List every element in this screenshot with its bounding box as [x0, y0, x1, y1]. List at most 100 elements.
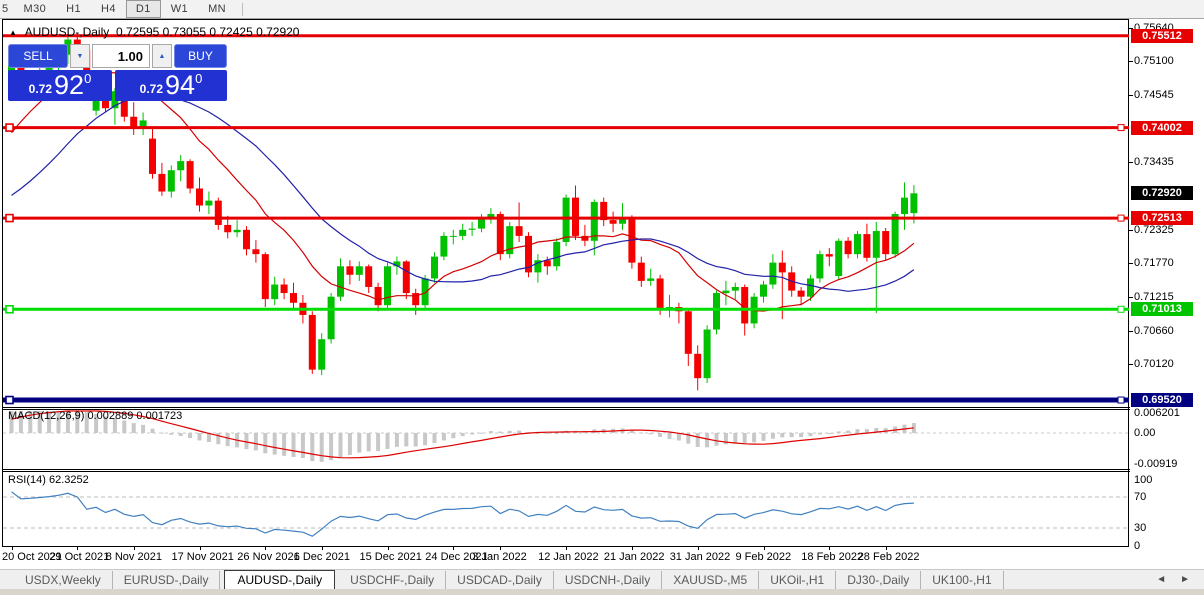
- date-tick-mark: [763, 547, 765, 550]
- timeframe-button-h4[interactable]: H4: [101, 3, 116, 15]
- date-label: 6 Dec 2021: [293, 551, 350, 563]
- buy-button[interactable]: BUY: [174, 44, 227, 68]
- tab-eurusd-daily[interactable]: EURUSD-,Daily: [113, 570, 221, 589]
- timeframe-button-mn[interactable]: MN: [208, 3, 226, 15]
- macd-label: MACD(12,26,9) 0.002889 0.001723: [8, 410, 183, 422]
- hline-handle[interactable]: [1117, 124, 1125, 132]
- price-badge-0.72513: 0.72513: [1131, 211, 1193, 226]
- date-label: 9 Feb 2022: [735, 551, 792, 563]
- sell-price-box[interactable]: 0.72 92 0: [8, 70, 112, 101]
- date-tick-mark: [199, 547, 201, 550]
- axis-tick-mark: [1129, 296, 1133, 298]
- axis-tick-mark: [1129, 28, 1133, 29]
- volume-decrease-button[interactable]: ▼: [70, 44, 90, 68]
- rsi-label: RSI(14) 62.3252: [8, 474, 89, 486]
- sell-price-big: 92: [54, 70, 85, 100]
- symbol-tab-bar: USDX,Weekly EURUSD-,Daily AUDUSD-,Daily USD…: [0, 569, 1204, 590]
- date-tick-mark: [321, 547, 323, 550]
- price-badge-0.74002: 0.74002: [1131, 120, 1193, 135]
- axis-tick-mark: [1129, 60, 1133, 62]
- date-label: 26 Nov 2021: [237, 551, 300, 563]
- tab-usdcnh-daily[interactable]: USDCNH-,Daily: [554, 570, 663, 589]
- rsi-pane[interactable]: [3, 472, 1129, 547]
- tab-usdchf-daily[interactable]: USDCHF-,Daily: [339, 570, 447, 589]
- date-tick-mark: [387, 547, 389, 550]
- price-tick-label: 0.75100: [1134, 54, 1174, 67]
- date-label: 18 Feb 2022: [801, 551, 864, 563]
- date-label: 31 Jan 2022: [669, 551, 731, 563]
- date-tick-mark: [500, 547, 502, 550]
- date-tick-mark: [11, 547, 13, 550]
- hline-handle[interactable]: [5, 395, 14, 405]
- timeframe-button-5[interactable]: 5: [2, 3, 9, 15]
- macd-pane[interactable]: [3, 410, 1129, 469]
- pane-divider[interactable]: [2, 471, 1130, 472]
- date-tick-mark: [265, 547, 267, 550]
- rsi-axis-label: 30: [1134, 522, 1147, 534]
- tab-xauusd-m5[interactable]: XAUUSD-,M5: [662, 570, 760, 589]
- pane-divider[interactable]: [2, 407, 1130, 408]
- hline-handle[interactable]: [5, 304, 14, 314]
- axis-tick-mark: [1129, 263, 1133, 265]
- hline-handle[interactable]: [1117, 396, 1125, 404]
- hline-handle[interactable]: [5, 123, 14, 132]
- date-label: 29 Oct 2021: [49, 551, 110, 563]
- rsi-axis-label: 0: [1134, 540, 1141, 552]
- date-label: 15 Dec 2021: [359, 551, 422, 563]
- date-label: 8 Nov 2021: [105, 551, 162, 563]
- toolbar-separator: [242, 2, 243, 16]
- date-tick-mark: [829, 547, 831, 550]
- date-label: 20 Oct 2021: [2, 551, 62, 563]
- scroll-right-icon[interactable]: ►: [1180, 574, 1190, 585]
- price-badge-0.75512: 0.75512: [1131, 28, 1193, 43]
- buy-price-pip: 0: [195, 71, 203, 86]
- tab-scroll-arrows: ◄ ►: [1156, 574, 1190, 585]
- bottom-strip: [0, 589, 1204, 595]
- buy-price-small: 0.72: [139, 81, 164, 96]
- timeframe-button-m30[interactable]: M30: [23, 3, 47, 15]
- pane-divider[interactable]: [2, 469, 1130, 470]
- date-tick-mark: [133, 547, 135, 550]
- buy-price-big: 94: [165, 70, 196, 100]
- pane-divider[interactable]: [2, 409, 1130, 410]
- date-label: 3 Jan 2022: [472, 551, 527, 563]
- timeframe-toolbar: 5 M30 H1 H4 D1 W1 MN: [0, 0, 1204, 19]
- chart-title: ▲ AUDUSD-,Daily 0.72595 0.73055 0.72425 …: [9, 25, 299, 39]
- hline-handle[interactable]: [1117, 214, 1125, 222]
- tab-audusd-daily[interactable]: AUDUSD-,Daily: [224, 569, 336, 590]
- tab-usdx-weekly[interactable]: USDX,Weekly: [14, 570, 113, 589]
- hline-handle[interactable]: [5, 213, 14, 223]
- volume-input[interactable]: [92, 44, 150, 68]
- tab-dj30-daily[interactable]: DJ30-,Daily: [836, 570, 922, 589]
- sell-button[interactable]: SELL: [8, 44, 68, 68]
- tab-usdcad-daily[interactable]: USDCAD-,Daily: [446, 570, 554, 589]
- buy-price-box[interactable]: 0.72 94 0: [115, 70, 227, 101]
- price-tick-label: 0.74545: [1134, 88, 1174, 101]
- axis-tick-mark: [1129, 330, 1133, 332]
- tab-uk100-h1[interactable]: UK100-,H1: [921, 570, 1004, 589]
- date-label: 17 Nov 2021: [171, 551, 234, 563]
- symbol-arrow-icon: ▲: [9, 28, 17, 37]
- axis-tick-mark: [1129, 229, 1133, 231]
- price-badge-0.72920: 0.72920: [1131, 186, 1193, 201]
- macd-axis-label: -0.00919: [1134, 458, 1178, 471]
- price-tick-label: 0.70660: [1134, 324, 1174, 337]
- rsi-axis-label: 100: [1134, 474, 1153, 486]
- scroll-left-icon[interactable]: ◄: [1156, 574, 1167, 585]
- timeframe-button-d1[interactable]: D1: [125, 0, 161, 18]
- volume-increase-button[interactable]: ▲: [152, 44, 172, 68]
- hline-handle[interactable]: [1117, 305, 1125, 313]
- axis-tick-mark: [1129, 162, 1133, 164]
- price-badge-0.71013: 0.71013: [1131, 302, 1193, 317]
- tab-ukoil-h1[interactable]: UKOil-,H1: [759, 570, 837, 589]
- date-label: 28 Feb 2022: [857, 551, 920, 563]
- price-tick-label: 0.73435: [1134, 156, 1174, 169]
- price-tick-label: 0.71770: [1134, 257, 1174, 270]
- chart-symbol-period: AUDUSD-,Daily: [24, 25, 110, 39]
- date-tick-mark: [453, 547, 455, 550]
- rsi-axis-label: 70: [1134, 491, 1147, 503]
- timeframe-button-h1[interactable]: H1: [66, 3, 82, 15]
- date-tick-mark: [566, 547, 568, 550]
- timeframe-button-w1[interactable]: W1: [170, 3, 189, 15]
